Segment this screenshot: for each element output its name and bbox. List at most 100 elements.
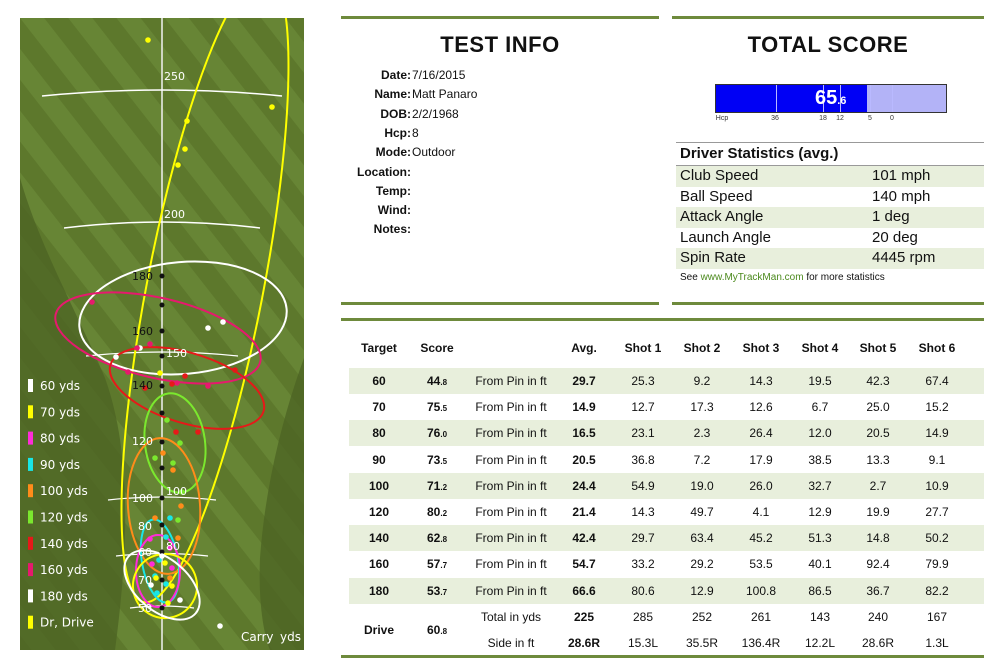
shot-cell: 42.3 [866, 374, 890, 388]
info-key: Temp: [375, 183, 411, 198]
shot-cell: 285 [632, 609, 654, 624]
shot-cell: 100.8 [745, 583, 777, 598]
shot-cell: 17.9 [749, 452, 773, 467]
score-cell: 62.8 [426, 531, 448, 546]
legend-swatch [28, 589, 33, 603]
shot-cell: 9.2 [693, 374, 711, 388]
driver-stat-value: 4445 rpm [872, 249, 936, 266]
shot-cell: 17.3 [690, 400, 714, 415]
shot-dots [89, 37, 275, 629]
distance-label: 150 [166, 347, 187, 360]
shot-cell: 38.5 [808, 452, 832, 467]
driver-stat-row: Launch Angle 20 deg [676, 228, 984, 249]
total-score-panel: TOTAL SCORE 65.6 Hcp 36 18 12 5 0 Driver… [672, 16, 984, 306]
arc-150 [85, 351, 239, 357]
info-value: 7/16/2015 [412, 68, 466, 82]
metric-cell: From Pin in ft [475, 374, 547, 388]
column-header: Avg. [571, 341, 597, 355]
score-cell: 60.8 [426, 622, 448, 637]
total-score-top-rule [672, 16, 984, 19]
driver-stat-row: Ball Speed 140 mph [676, 187, 984, 208]
shot-cell: 27.7 [925, 505, 949, 519]
legend-label: 90 yds [40, 458, 80, 472]
metric-cell: From Pin in ft [475, 505, 547, 519]
metric-cell: From Pin in ft [475, 478, 547, 493]
driver-stat-row: Club Speed 101 mph [676, 166, 984, 187]
ellipse-100 [126, 437, 202, 575]
shot-cell: 252 [691, 609, 713, 624]
ellipse-140 [108, 346, 266, 430]
shot-cell: 12.2L [804, 635, 836, 650]
results-bottom-rule [341, 655, 984, 658]
shot-cell: 12.6 [749, 400, 773, 415]
score-scale-label: 5 [868, 115, 872, 122]
ellipse-drive [120, 18, 290, 604]
column-header: Shot 5 [859, 341, 897, 355]
legend-swatch [28, 536, 33, 550]
shot-cell: 12.0 [808, 426, 832, 441]
legend-swatch [28, 615, 33, 629]
driver-statistics-header: Driver Statistics (avg.) [676, 142, 984, 166]
score-bar-fill [716, 85, 867, 112]
shot-cell: 35.5R [685, 635, 719, 650]
rough-left [20, 178, 126, 650]
driver-stat-name: Spin Rate [680, 249, 746, 266]
legend-label: 140 yds [40, 537, 88, 551]
avg-cell: 14.9 [572, 400, 596, 415]
info-key: Notes: [373, 222, 411, 237]
score-cell: 53.7 [426, 583, 448, 598]
column-header: Shot 2 [683, 341, 721, 355]
shot-cell: 167 [926, 609, 948, 624]
driver-stat-row: Spin Rate 4445 rpm [676, 248, 984, 269]
table-row: 100 71.2 From Pin in ft 24.4 54.9 19.0 26.0 32.… [349, 472, 984, 499]
legend-label: 180 yds [40, 589, 88, 603]
info-row: Location: [341, 165, 641, 184]
score-scale-label: 18 [819, 115, 827, 122]
shot-cell: 15.3L [627, 635, 659, 650]
shot-cell: 32.7 [808, 478, 832, 493]
table-row: 160 57.7 From Pin in ft 54.7 33.2 29.2 53.5 40.… [349, 551, 984, 577]
shot-cell: 15.2 [925, 400, 949, 415]
distance-label: 140 [132, 379, 153, 392]
shot-cell: 19.9 [866, 505, 890, 519]
target-cell: 120 [368, 505, 390, 519]
test-info-top-rule [341, 16, 659, 19]
legend-swatch [28, 379, 33, 392]
shot-cell: 136.4R [741, 635, 781, 650]
info-key: Date: [380, 68, 411, 82]
distance-label: 250 [164, 70, 185, 83]
legend: 60 yds 70 yds 80 yds 90 yds 100 yds 120 yds 14… [28, 379, 94, 630]
info-row: DOB: 2/2/1968 [341, 107, 641, 126]
column-header: Shot 1 [624, 341, 662, 355]
shot-cell: 2.7 [869, 478, 887, 493]
distance-label: 50 [138, 602, 152, 615]
target-cell: 60 [372, 374, 386, 388]
results-top-rule [341, 318, 984, 321]
target-cell: 180 [368, 583, 390, 598]
distance-label: 60 [138, 546, 152, 559]
shot-cell: 4.1 [752, 505, 770, 519]
shot-dispersion-map: 250 200 180 160 150 140 120 100 100 80 8… [20, 18, 304, 650]
info-row: Hcp: 8 [341, 126, 641, 145]
avg-cell: 225 [573, 609, 595, 624]
legend-label: Dr, Drive [40, 616, 94, 630]
drive-rows: Drive 60.8 Total in yds 225 285 252 261 143 240 1… [349, 604, 984, 656]
info-row: Mode: Outdoor [341, 145, 641, 164]
shot-cell: 28.6R [861, 635, 895, 650]
avg-cell: 42.4 [572, 531, 596, 546]
driver-stat-name: Launch Angle [680, 228, 771, 246]
info-value: 2/2/1968 [412, 106, 459, 121]
avg-cell: 21.4 [572, 505, 596, 519]
shot-cell: 79.9 [925, 557, 949, 572]
shot-cell: 12.7 [631, 400, 655, 415]
shot-cell: 63.4 [690, 531, 714, 546]
score-scale-label: 0 [890, 115, 894, 122]
info-value: Matt Panaro [412, 87, 478, 102]
score-cell: 80.2 [426, 505, 448, 519]
distance-label: 120 [132, 435, 153, 448]
avg-cell: 29.7 [572, 374, 596, 388]
avg-cell: 24.4 [572, 478, 596, 493]
mytrackman-link[interactable]: www.MyTrackMan.com [700, 272, 804, 283]
metric-cell: From Pin in ft [475, 583, 547, 598]
metric-cell: From Pin in ft [475, 400, 547, 415]
